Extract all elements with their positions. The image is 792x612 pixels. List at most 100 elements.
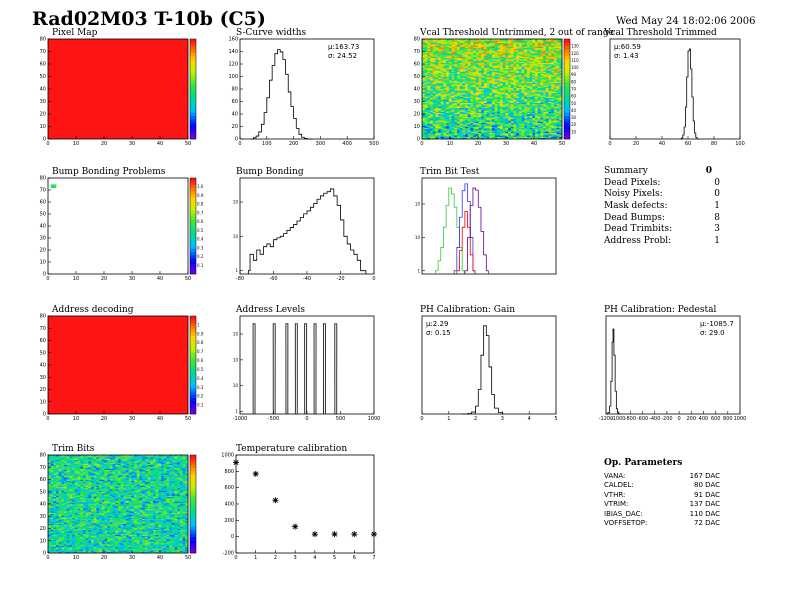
heatmap-cell	[462, 77, 466, 80]
heatmap-cell	[422, 41, 425, 44]
heatmap-cell	[508, 92, 512, 95]
heatmap-cell	[481, 60, 485, 62]
heatmap-cell	[553, 100, 557, 102]
heatmap-cell	[53, 490, 57, 493]
heatmap-cell	[467, 117, 471, 120]
heatmap-cell	[535, 44, 539, 46]
heatmap-cell	[553, 112, 557, 115]
heatmap-cell	[459, 110, 463, 112]
heatmap-cell	[553, 60, 557, 62]
heatmap-cell	[508, 130, 512, 132]
heatmap-cell	[559, 79, 563, 81]
heatmap-cell	[435, 77, 439, 80]
heatmap-cell	[443, 109, 447, 111]
heatmap-cell	[553, 75, 557, 77]
heatmap-cell	[483, 99, 487, 101]
heatmap-cell	[524, 132, 528, 135]
heatmap-cell	[53, 516, 57, 518]
heatmap-cell	[478, 104, 482, 106]
heatmap-cell	[53, 456, 57, 458]
heatmap-cell	[548, 77, 552, 80]
stats-label: σ: 24.52	[328, 52, 357, 60]
heatmap-cell	[462, 92, 466, 95]
heatmap-cell	[427, 135, 431, 137]
heatmap-cell	[492, 46, 495, 49]
heatmap-cell	[508, 124, 512, 126]
heatmap-cell	[459, 87, 463, 90]
heatmap-cell	[553, 117, 557, 120]
heatmap-cell	[553, 49, 557, 51]
heatmap-cell	[513, 127, 517, 130]
heatmap-cell	[508, 136, 512, 139]
heatmap-cell	[440, 127, 444, 130]
heatmap-cell	[527, 54, 530, 56]
heatmap-cell	[50, 526, 54, 528]
heatmap-cell	[486, 92, 490, 95]
color-scale-label: 0.3	[197, 245, 204, 250]
heatmap-cell	[553, 40, 557, 42]
heatmap-cell	[548, 56, 552, 59]
heatmap-cell	[454, 137, 458, 140]
heatmap-cell	[492, 106, 495, 109]
heatmap-cell	[427, 41, 431, 44]
heatmap-cell	[508, 127, 512, 130]
color-scale-bin	[190, 245, 196, 249]
heatmap-cell	[508, 110, 512, 112]
heatmap-cell	[535, 130, 539, 132]
heatmap-cell	[521, 84, 525, 86]
heatmap-cell	[494, 64, 498, 66]
x-tick-label: 4	[528, 416, 531, 422]
heatmap-cell	[446, 105, 450, 107]
heatmap-cell	[489, 125, 493, 127]
heatmap-cell	[48, 466, 51, 468]
heatmap-cell	[545, 137, 549, 140]
heatmap-cell	[516, 130, 520, 132]
heatmap-cell	[427, 77, 431, 80]
heatmap-cell	[470, 62, 474, 65]
heatmap-cell	[475, 44, 479, 46]
heatmap-cell	[454, 81, 458, 84]
heatmap-cell	[521, 97, 525, 100]
heatmap-cell	[527, 125, 530, 127]
heatmap-cell	[481, 92, 485, 95]
heatmap-cell	[430, 56, 434, 59]
heatmap-cell	[427, 74, 431, 76]
heatmap-cell	[527, 44, 530, 46]
heatmap-cell	[548, 109, 552, 111]
heatmap-cell	[430, 84, 434, 86]
heatmap-cell	[462, 82, 466, 85]
heatmap-cell	[448, 72, 452, 75]
heatmap-cell	[486, 119, 490, 121]
heatmap-cell	[553, 54, 557, 56]
heatmap-cell	[513, 72, 517, 75]
heatmap-cell	[427, 94, 431, 96]
heatmap-cell	[529, 127, 533, 130]
heatmap-cell	[427, 72, 431, 75]
heatmap-cell	[440, 109, 444, 111]
heatmap-cell	[443, 79, 447, 81]
heatmap-cell	[548, 131, 552, 134]
heatmap-cell	[543, 62, 547, 65]
heatmap-cell	[467, 120, 471, 122]
heatmap-cell	[535, 111, 539, 114]
heatmap-cell	[424, 46, 428, 49]
heatmap-cell	[462, 62, 466, 65]
color-scale-bin	[564, 95, 570, 100]
heatmap-cell	[527, 111, 530, 114]
heatmap-cell	[50, 489, 54, 491]
heatmap-cell	[475, 111, 479, 114]
heatmap-cell	[494, 51, 498, 54]
heatmap-cell	[513, 40, 517, 42]
heatmap-cell	[478, 101, 482, 104]
heatmap-cell	[516, 131, 520, 134]
heatmap-cell	[516, 91, 520, 94]
heatmap-cell	[427, 134, 431, 136]
heatmap-cell	[50, 538, 54, 540]
heatmap-cell	[473, 75, 477, 77]
heatmap-cell	[540, 130, 544, 132]
heatmap-cell	[518, 112, 522, 115]
heatmap-cell	[465, 69, 469, 71]
heatmap-cell	[508, 105, 512, 107]
heatmap-cell	[457, 124, 460, 126]
x-tick-label: 0	[372, 276, 375, 282]
